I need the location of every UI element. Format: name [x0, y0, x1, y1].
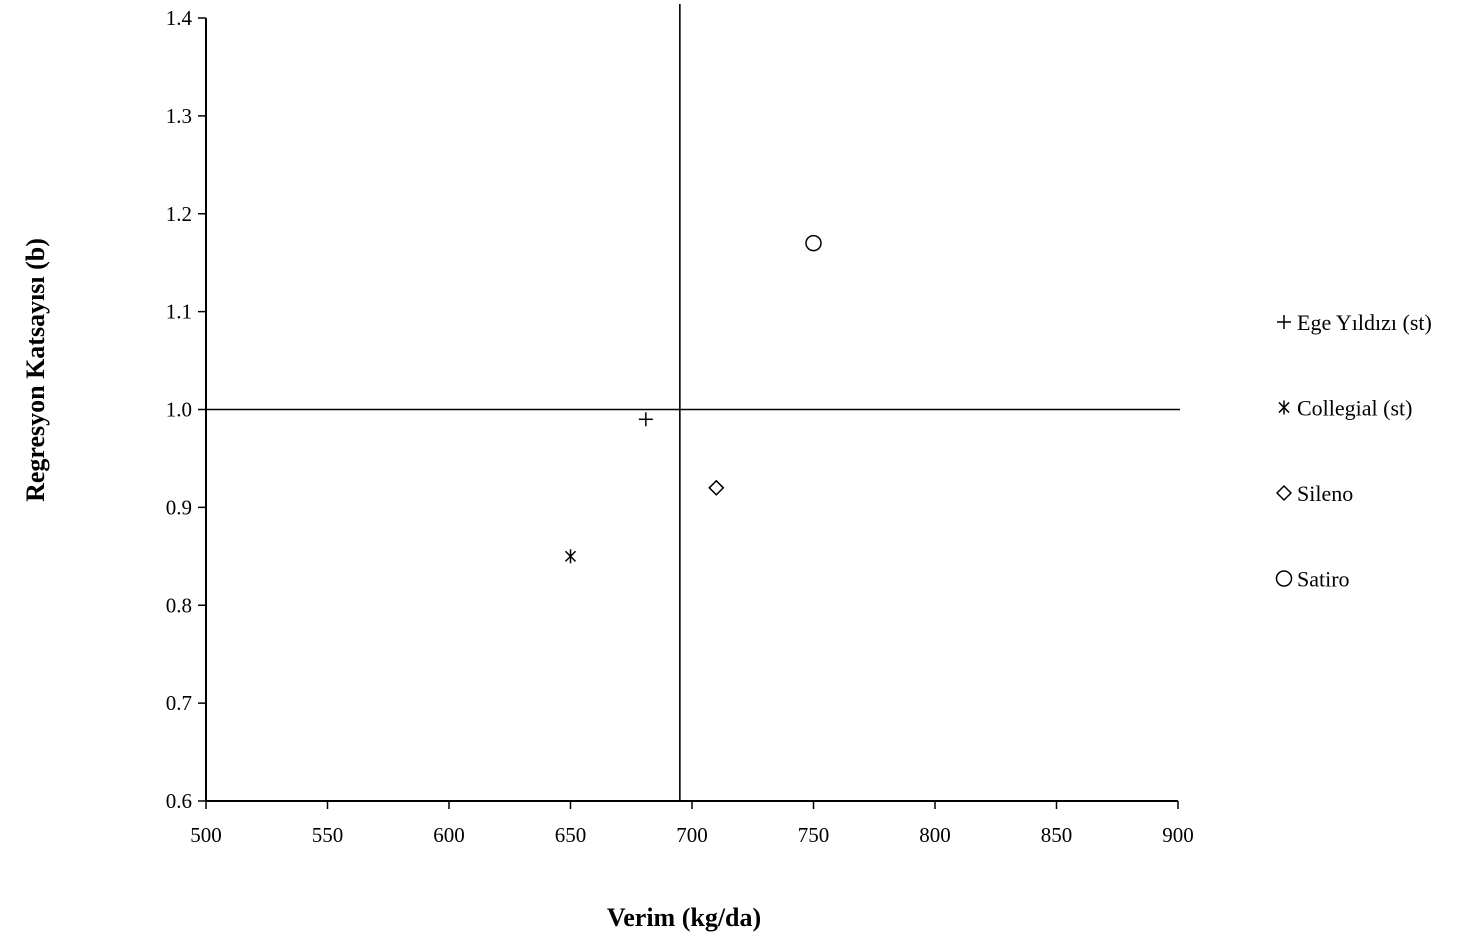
legend: Ege Yıldızı (st) Collegial (st) Sileno Sati… [1275, 310, 1432, 592]
x-tick-label: 750 [798, 823, 830, 847]
legend-label: Ege Yıldızı (st) [1297, 310, 1432, 335]
x-tick-label: 600 [433, 823, 465, 847]
y-axis-ticks: 0.6 0.7 0.8 0.9 1.0 1.1 1.2 1.3 1.4 [166, 6, 206, 813]
legend-item: Sileno [1275, 481, 1353, 506]
legend-marker-diamond [1275, 484, 1293, 502]
x-tick-label: 700 [676, 823, 708, 847]
legend-item: Ege Yıldızı (st) [1277, 310, 1432, 335]
y-axis-title: Regresyon Katsayısı (b) [21, 238, 50, 502]
x-axis-ticks: 500 550 600 650 700 750 800 850 900 [190, 801, 1194, 847]
legend-item: Collegial (st) [1278, 396, 1412, 421]
legend-label: Satiro [1297, 567, 1350, 592]
y-tick-label: 1.4 [166, 6, 193, 30]
legend-label: Sileno [1297, 481, 1353, 506]
legend-label: Collegial (st) [1297, 396, 1412, 421]
x-tick-label: 850 [1041, 823, 1073, 847]
reference-lines [206, 4, 1180, 801]
y-tick-label: 1.3 [166, 104, 192, 128]
y-tick-label: 1.0 [166, 398, 192, 422]
x-axis-title: Verim (kg/da) [607, 903, 761, 932]
x-tick-label: 650 [555, 823, 587, 847]
data-points [564, 234, 822, 564]
legend-marker-asterisk [1278, 400, 1290, 415]
y-tick-label: 1.1 [166, 300, 192, 324]
y-tick-label: 1.2 [166, 202, 192, 226]
data-point-asterisk [564, 549, 577, 564]
x-tick-label: 500 [190, 823, 222, 847]
y-tick-label: 0.9 [166, 495, 192, 519]
y-tick-label: 0.7 [166, 691, 192, 715]
legend-marker-plus [1277, 315, 1291, 329]
legend-marker-circle [1275, 570, 1293, 587]
data-point-plus [638, 412, 653, 427]
x-tick-label: 550 [312, 823, 344, 847]
legend-item: Satiro [1275, 567, 1350, 592]
x-tick-label: 900 [1162, 823, 1194, 847]
data-point-diamond [708, 479, 725, 496]
data-point-circle [805, 234, 822, 252]
y-tick-label: 0.8 [166, 593, 192, 617]
y-tick-label: 0.6 [166, 789, 192, 813]
x-tick-label: 800 [919, 823, 951, 847]
